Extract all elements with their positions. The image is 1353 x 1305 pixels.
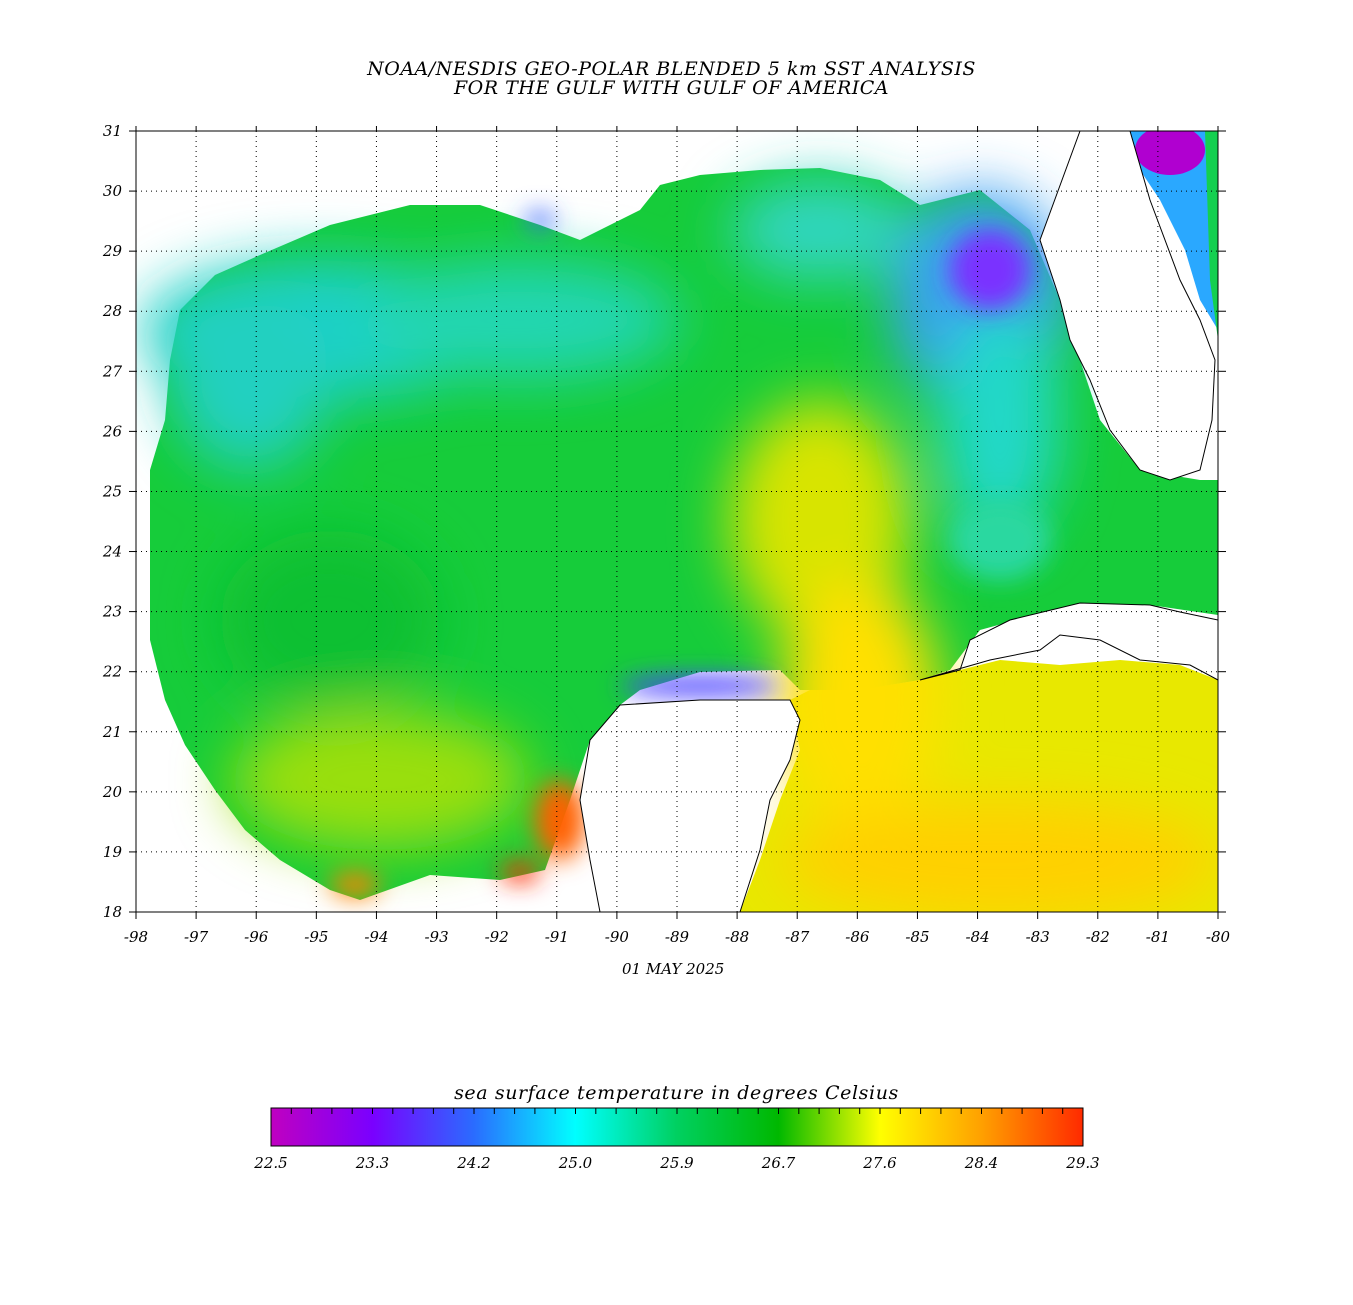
lat-label: 18 xyxy=(103,903,122,921)
lat-label: 20 xyxy=(102,783,123,801)
lat-label: 21 xyxy=(102,723,122,741)
colorbar-label: sea surface temperature in degrees Celsi… xyxy=(454,1082,899,1104)
lat-label: 31 xyxy=(103,122,122,140)
lon-label: -97 xyxy=(184,928,209,946)
lon-label: -91 xyxy=(545,928,569,946)
lon-label: -85 xyxy=(905,928,929,946)
axis-ticks xyxy=(129,126,1226,919)
colorbar-tick-label: 26.7 xyxy=(761,1154,796,1172)
lat-label: 29 xyxy=(102,242,123,260)
lon-label: -83 xyxy=(1026,928,1050,946)
lon-label: -92 xyxy=(485,928,509,946)
lon-label: -90 xyxy=(605,928,630,946)
lat-label: 26 xyxy=(102,422,123,440)
colorbar-tick-label: 25.0 xyxy=(558,1154,593,1172)
lon-label: -84 xyxy=(965,928,989,946)
lat-label: 30 xyxy=(103,182,123,200)
lon-label: -95 xyxy=(304,928,328,946)
lon-label: -81 xyxy=(1146,928,1170,946)
florida-land xyxy=(1039,131,1216,481)
lon-label: -89 xyxy=(665,928,690,946)
lon-label: -82 xyxy=(1086,928,1110,946)
sst-field xyxy=(136,131,1218,912)
lon-label: -93 xyxy=(424,928,448,946)
colorbar-tick-label: 29.3 xyxy=(1065,1154,1099,1172)
lat-label: 28 xyxy=(102,302,122,320)
lon-label: -94 xyxy=(364,928,388,946)
map-title-line-1: NOAA/NESDIS GEO-POLAR BLENDED 5 km SST A… xyxy=(367,58,976,80)
colorbar xyxy=(270,1107,1084,1147)
lat-label: 27 xyxy=(102,362,123,380)
lat-label: 22 xyxy=(102,663,122,681)
colorbar-labels: 22.5 23.3 24.2 25.0 25.9 26.7 27.6 28.4 29.3 xyxy=(253,1154,1099,1172)
colorbar-tick-label: 25.9 xyxy=(659,1154,694,1172)
longitude-labels: -98 -97 -96 -95 -94 -93 -92 -91 -90 -89 -88 -87 -86 -… xyxy=(124,928,1231,946)
lat-label: 25 xyxy=(102,482,122,500)
analysis-date: 01 MAY 2025 xyxy=(622,960,725,978)
colorbar-tick-label: 24.2 xyxy=(456,1154,490,1172)
lon-label: -87 xyxy=(785,928,810,946)
colorbar-tick-label: 22.5 xyxy=(253,1154,287,1172)
lon-label: -96 xyxy=(244,928,269,946)
colorbar-tick-label: 23.3 xyxy=(355,1154,389,1172)
yucatan-land xyxy=(579,699,801,912)
colorbar-ticks xyxy=(290,1108,1064,1114)
lon-label: -88 xyxy=(725,928,749,946)
lat-label: 24 xyxy=(102,543,122,561)
cuba-land xyxy=(919,602,1218,681)
colorbar-tick-label: 28.4 xyxy=(964,1154,998,1172)
lon-label: -98 xyxy=(124,928,148,946)
lat-label: 19 xyxy=(103,843,123,861)
lon-label: -80 xyxy=(1206,928,1231,946)
latitude-labels: 31 30 29 28 27 26 25 24 23 22 21 20 19 18 xyxy=(102,122,123,921)
graticule xyxy=(136,131,1218,912)
atlantic-water xyxy=(1130,131,1218,330)
lon-label: -86 xyxy=(845,928,870,946)
lat-label: 23 xyxy=(102,603,122,621)
map-title-line-2: FOR THE GULF WITH GULF OF AMERICA xyxy=(453,77,890,99)
colorbar-tick-label: 27.6 xyxy=(862,1154,897,1172)
